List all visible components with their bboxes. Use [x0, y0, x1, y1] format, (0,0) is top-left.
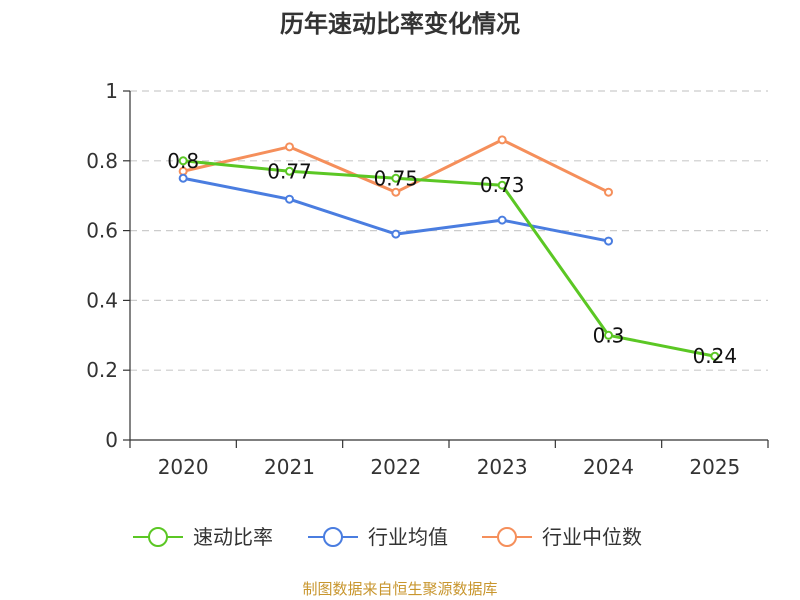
data-label: 0.8	[167, 149, 199, 173]
legend-marker-0	[148, 527, 168, 547]
data-labels: 0.8 0.77 0.75 0.73 0.3 0.24	[167, 149, 737, 368]
x-tick-label: 2024	[583, 455, 634, 479]
legend-label-0: 速动比率	[193, 525, 273, 549]
y-tick-label: 0.6	[86, 219, 118, 243]
y-tick-label: 1	[105, 79, 118, 103]
x-tick-label: 2021	[264, 455, 315, 479]
data-label: 0.24	[693, 344, 738, 368]
data-point	[391, 173, 401, 183]
data-point	[497, 135, 507, 145]
x-tick-label: 2022	[370, 455, 421, 479]
data-point	[391, 229, 401, 239]
data-label: 0.75	[374, 166, 419, 190]
data-point	[604, 236, 613, 246]
data-point	[178, 156, 188, 166]
source-note: 制图数据来自恒生聚源数据库	[302, 580, 497, 598]
data-point	[285, 194, 294, 204]
data-point	[604, 187, 613, 197]
chart-title: 历年速动比率变化情况	[280, 10, 520, 38]
data-label: 0.73	[480, 173, 525, 197]
x-tick-label: 2025	[689, 455, 740, 479]
axes: 0 0.2 0.4 0.6 0.8 1 2020 2021 2022 2023 2024 2025	[86, 79, 769, 479]
legend-label-2: 行业中位数	[542, 525, 642, 549]
series-lines	[178, 135, 720, 361]
data-label: 0.77	[267, 159, 312, 183]
y-tick-label: 0.4	[86, 288, 118, 312]
legend: 速动比率 行业均值 行业中位数	[133, 525, 642, 549]
data-label: 0.3	[593, 323, 625, 347]
grid-lines	[130, 90, 768, 371]
data-point	[497, 180, 507, 190]
y-tick-label: 0.8	[86, 149, 118, 173]
legend-label-1: 行业均值	[368, 525, 448, 549]
legend-marker-1	[323, 527, 343, 547]
data-point	[285, 166, 294, 176]
series-line-0	[183, 159, 716, 358]
y-tick-label: 0.2	[86, 358, 118, 382]
y-tick-label: 0	[105, 428, 118, 452]
data-point	[391, 187, 401, 197]
data-point	[710, 351, 720, 361]
data-point	[285, 142, 294, 152]
x-tick-label: 2020	[158, 455, 209, 479]
x-tick-label: 2023	[477, 455, 528, 479]
data-point	[604, 330, 613, 340]
data-point	[497, 215, 507, 225]
data-point	[178, 173, 188, 183]
legend-marker-2	[497, 527, 517, 547]
